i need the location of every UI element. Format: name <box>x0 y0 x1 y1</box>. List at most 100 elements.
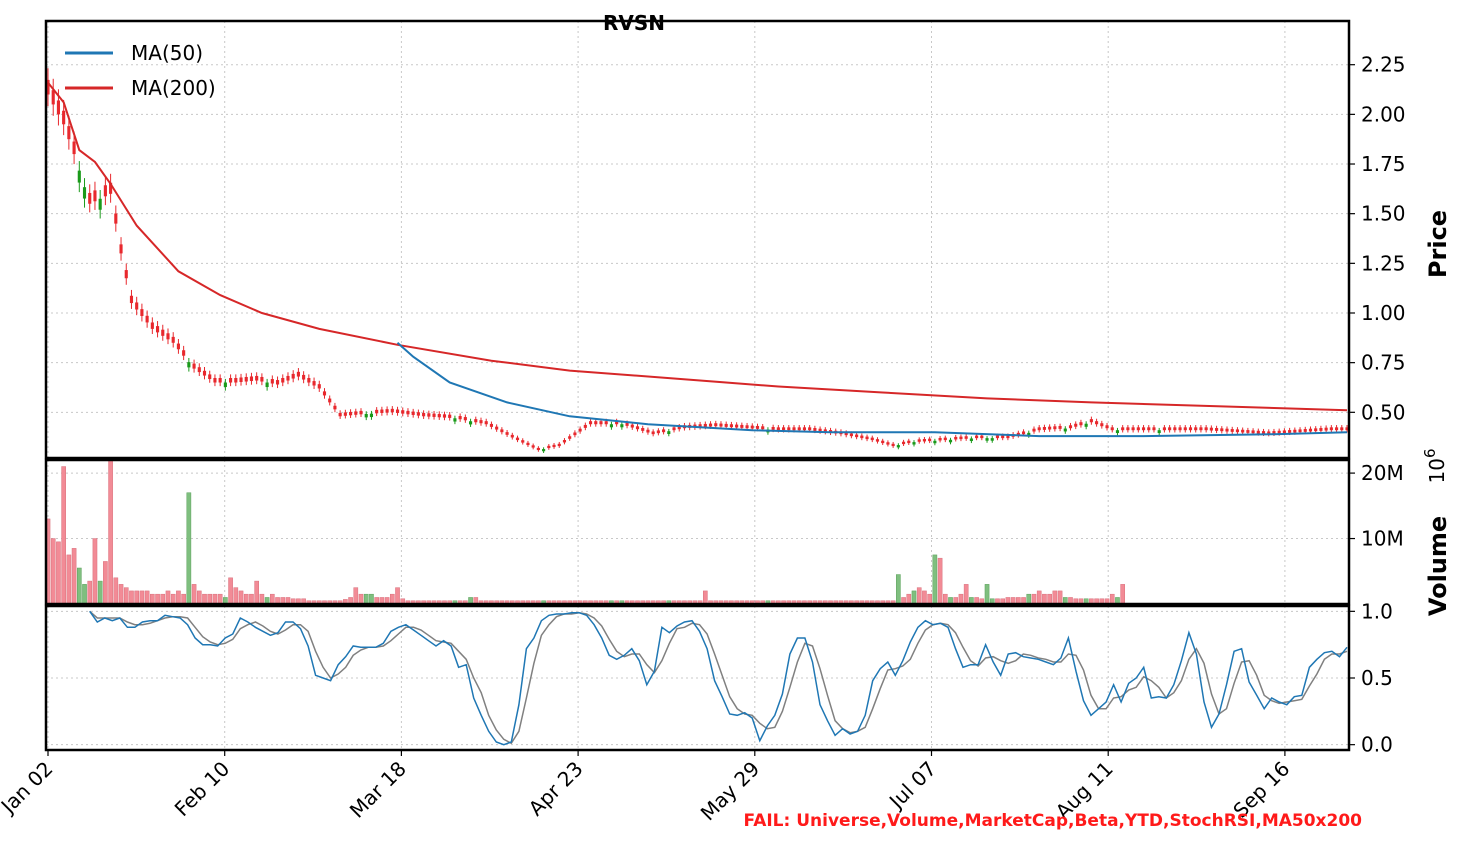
candle-body <box>317 384 321 389</box>
candle-body <box>891 443 895 447</box>
candle-body <box>886 442 890 445</box>
candle-body <box>1340 427 1344 431</box>
candle-body <box>729 424 733 428</box>
candle-body <box>928 438 932 442</box>
price-tick-label: 1.25 <box>1361 251 1406 275</box>
price-tick-label: 0.75 <box>1361 351 1406 375</box>
candle-body <box>782 427 786 431</box>
volume-bar <box>134 590 140 605</box>
candle-body <box>260 376 264 382</box>
volume-bar <box>1047 593 1052 605</box>
candle-body <box>338 412 342 417</box>
volume-bar <box>958 593 964 605</box>
candle-body <box>1016 432 1020 436</box>
candle-body <box>1037 427 1041 431</box>
candle-body <box>917 439 921 442</box>
ma200-line <box>47 81 1348 412</box>
candle-body <box>875 439 880 442</box>
candle-body <box>735 424 739 428</box>
price-tick-label: 2.25 <box>1361 53 1406 77</box>
candle-body <box>1303 429 1307 432</box>
candle-body <box>46 79 50 95</box>
candle-body <box>369 413 374 418</box>
candle-body <box>1308 428 1313 432</box>
candle-body <box>359 410 363 415</box>
candle-body <box>698 424 702 428</box>
candle-body <box>609 424 613 428</box>
candle-body <box>1319 428 1323 431</box>
candle-body <box>865 436 869 440</box>
candle-body <box>1288 430 1292 433</box>
candle-body <box>651 431 655 435</box>
candle-body <box>390 408 394 413</box>
candle-body <box>954 436 958 440</box>
candle-body <box>286 375 290 381</box>
candle-body <box>1006 435 1010 439</box>
candle-body <box>364 413 368 418</box>
candle-body <box>265 382 269 388</box>
candle-body <box>166 333 170 340</box>
candle-body <box>109 182 113 194</box>
candle-body <box>948 439 953 443</box>
candle-body <box>510 434 514 438</box>
candle-body <box>453 418 457 422</box>
candle-body <box>964 436 968 439</box>
price-axis-label: Price <box>1424 210 1452 278</box>
volume-bar <box>911 590 917 605</box>
ma50-line <box>396 342 1348 438</box>
price-panel-frame <box>44 19 1351 460</box>
stoch-d-line <box>89 610 1348 745</box>
candle-body <box>995 435 1000 439</box>
candle-body <box>1298 429 1302 433</box>
moving-average-lines <box>47 81 1348 438</box>
volume-bar <box>395 587 400 605</box>
candle-body <box>463 417 467 421</box>
volume-bar <box>71 548 77 605</box>
volume-bar <box>922 590 927 605</box>
candle-body <box>776 427 780 431</box>
candle-body <box>1199 427 1203 431</box>
candle-body <box>912 442 916 445</box>
candle-body <box>375 409 379 414</box>
volume-tick-label: 20M <box>1361 461 1404 485</box>
candle-body <box>77 170 81 183</box>
volume-bar <box>1036 590 1042 605</box>
candle-body <box>296 371 300 377</box>
volume-bar <box>139 590 145 605</box>
candle-body <box>557 443 561 447</box>
x-tick-label: Apr 23 <box>524 757 588 821</box>
volume-bar <box>113 577 119 605</box>
candle-body <box>307 377 311 383</box>
candle-body <box>469 421 473 425</box>
candle-body <box>1324 427 1328 431</box>
volume-bar <box>66 554 72 605</box>
candle-body <box>98 198 102 210</box>
volume-bar <box>118 584 124 605</box>
price-tick-label: 1.75 <box>1361 152 1406 176</box>
candle-body <box>787 427 791 431</box>
candle-body <box>229 377 233 383</box>
volume-bar <box>270 593 275 605</box>
candlestick-series <box>46 68 1349 454</box>
stochrsi-lines <box>89 610 1348 746</box>
candle-body <box>474 419 478 423</box>
candle-body <box>802 427 807 431</box>
volume-bar <box>103 561 108 605</box>
candle-body <box>573 432 577 436</box>
price-tick-label: 0.50 <box>1361 400 1406 424</box>
candle-body <box>943 437 947 441</box>
candle-body <box>562 440 567 443</box>
candle-body <box>140 309 144 316</box>
volume-bar <box>896 574 901 605</box>
candle-body <box>896 445 900 448</box>
candle-body <box>797 427 801 431</box>
candle-body <box>281 377 285 383</box>
volume-bar <box>932 554 938 605</box>
candle-body <box>406 410 410 415</box>
volume-tick-label: 10M <box>1361 527 1404 551</box>
candle-body <box>1267 431 1271 435</box>
volume-panel-frame <box>44 458 1351 606</box>
candle-body <box>1282 430 1286 434</box>
volume-bar <box>207 593 213 605</box>
